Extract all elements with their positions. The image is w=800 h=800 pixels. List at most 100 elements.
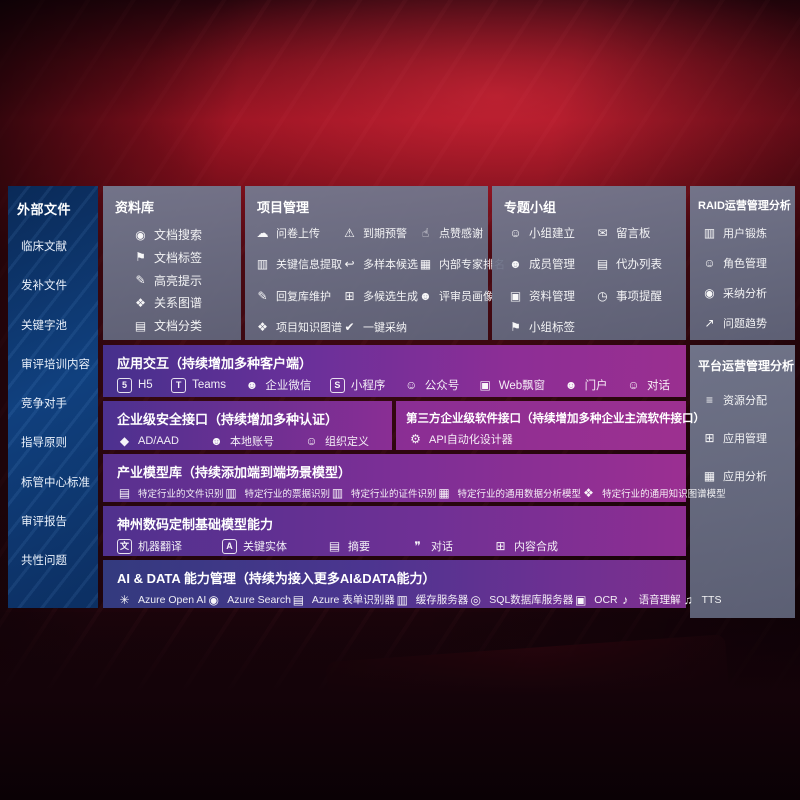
- feature-item[interactable]: ⚑ 文档标签: [133, 249, 235, 266]
- feature-item[interactable]: ☁ 问卷上传: [255, 225, 342, 241]
- feature-item[interactable]: ▣ 资料管理: [508, 288, 595, 304]
- highlight-icon: ✎: [135, 273, 146, 287]
- feature-item[interactable]: ☻ 门户: [564, 377, 608, 393]
- feature-label: 特定行业的票据识别: [244, 489, 331, 500]
- feature-label: 问卷上传: [276, 228, 320, 240]
- feature-item[interactable]: ❖ 关系图谱: [133, 294, 235, 311]
- feature-item[interactable]: ⊞ 应用管理: [702, 430, 793, 446]
- user-card-icon: ▥: [703, 226, 716, 240]
- feature-item[interactable]: ◆ AD/AAD: [117, 435, 179, 447]
- feature-item[interactable]: ☺ 组织定义: [304, 433, 369, 449]
- feature-item[interactable]: ◉ 文档搜索: [133, 226, 235, 243]
- feature-item[interactable]: T Teams: [171, 377, 226, 393]
- feature-item[interactable]: ☺ 角色管理: [702, 255, 793, 271]
- feature-item[interactable]: ▤ 文档分类: [133, 317, 235, 334]
- feature-item[interactable]: ⚑ 小组标签: [508, 319, 595, 335]
- topic-groups-title: 专题小组: [504, 200, 557, 215]
- graph-model-icon: ❖: [583, 486, 594, 500]
- feature-item[interactable]: ▣ Web飘窗: [478, 377, 546, 393]
- feature-label: 角色管理: [723, 258, 767, 270]
- feature-item[interactable]: ☻ 成员管理: [508, 256, 595, 272]
- thirdparty-software-list: ⚙ API自动化设计器: [396, 426, 686, 447]
- feature-item[interactable]: ♪ 语音理解: [618, 592, 681, 607]
- feature-item[interactable]: ❖ 特定行业的通用知识图谱模型: [581, 486, 725, 500]
- feature-label: 资源分配: [723, 395, 767, 407]
- feature-item[interactable]: ⚙ API自动化设计器: [408, 431, 513, 447]
- feature-item[interactable]: ▦ 内部专家排名: [418, 256, 505, 272]
- feature-label: 多候选生成: [363, 290, 418, 303]
- feature-item[interactable]: ❖ 项目知识图谱: [255, 319, 342, 335]
- feature-item[interactable]: ♫ TTS: [681, 594, 722, 606]
- feature-item[interactable]: ✔ 一键采纳: [342, 319, 418, 335]
- relation-graph-icon: ❖: [135, 295, 146, 310]
- feature-item[interactable]: ⊞ 内容合成: [493, 538, 558, 554]
- feature-item[interactable]: ✳ Azure Open AI: [117, 594, 206, 606]
- feature-label: 企业微信: [265, 380, 312, 392]
- feature-item[interactable]: ▤ 摘要: [327, 538, 370, 554]
- feature-item[interactable]: S 小程序: [329, 377, 385, 393]
- feature-item[interactable]: ▤ Azure 表单识别器: [291, 592, 395, 607]
- feature-item[interactable]: ▥ 缓存服务器: [395, 592, 469, 607]
- summary-icon: ▤: [328, 539, 341, 553]
- feature-item[interactable]: ▥ 关键信息提取: [255, 256, 342, 272]
- feature-item[interactable]: ❞ 对话: [410, 538, 453, 554]
- multi-generate-icon: ⊞: [344, 288, 355, 303]
- feature-item[interactable]: ▦ 特定行业的通用数据分析模型: [437, 486, 581, 500]
- feature-item[interactable]: ▤ 代办列表: [595, 256, 682, 272]
- sidebar-item[interactable]: 标管中心标准: [21, 476, 90, 489]
- feature-item[interactable]: ☺ 对话: [626, 377, 670, 393]
- feature-label: 文档搜索: [154, 228, 203, 242]
- feature-item[interactable]: 文机器翻译: [117, 538, 182, 554]
- feature-item[interactable]: ☻ 本地账号: [209, 433, 274, 449]
- adoption-analysis-icon: ◉: [704, 286, 715, 300]
- thumbs-up-icon: ☝: [421, 226, 430, 240]
- feature-item[interactable]: ▣ OCR: [573, 594, 618, 606]
- feature-item[interactable]: ▤ 特定行业的文件识别: [117, 486, 224, 500]
- feature-item[interactable]: ☝ 点赞感谢: [418, 225, 505, 241]
- feature-item[interactable]: ◷ 事项提醒: [595, 288, 682, 304]
- feature-item[interactable]: ✎ 回复库维护: [255, 288, 342, 304]
- feature-label: 关键实体: [243, 541, 287, 553]
- expert-ranking-icon: ▦: [419, 257, 432, 272]
- feature-item[interactable]: ✎ 高亮提示: [133, 272, 235, 289]
- thirdparty-software-row: 第三方企业级软件接口（持续增加多种企业主流软件接口） ⚙ API自动化设计器: [396, 401, 705, 450]
- feature-label: 文档标签: [154, 250, 203, 265]
- sidebar-item[interactable]: 关键字池: [21, 319, 67, 332]
- feature-item[interactable]: ▥ 特定行业的票据识别: [224, 486, 331, 500]
- feature-item[interactable]: ▥ 特定行业的证件识别: [330, 486, 437, 500]
- portal-icon: ☻: [564, 378, 578, 392]
- feature-item[interactable]: ◉ 采纳分析: [702, 285, 793, 301]
- feature-item[interactable]: A 关键实体: [222, 538, 287, 554]
- feature-label: 组织定义: [324, 436, 369, 448]
- feature-item[interactable]: ⚠ 到期预警: [342, 225, 418, 241]
- feature-item[interactable]: 5 H5: [117, 377, 153, 393]
- sidebar-item[interactable]: 竞争对手: [21, 398, 67, 410]
- sidebar-item[interactable]: 审评报告: [21, 515, 67, 528]
- raid-operations-list: ▥ 用户锻炼 ☺ 角色管理 ◉ 采纳分析 ↗ 问题趋势: [690, 213, 795, 331]
- sidebar-item[interactable]: 指导原则: [21, 437, 67, 450]
- project-management-title: 项目管理: [257, 200, 310, 215]
- sidebar-item[interactable]: 审评培训内容: [21, 358, 90, 371]
- feature-item[interactable]: ☻ 评审员画像: [418, 288, 505, 304]
- tts-icon: ♫: [683, 592, 693, 607]
- feature-item[interactable]: ☻ 企业微信: [244, 377, 312, 393]
- feature-item[interactable]: ↗ 问题趋势: [702, 315, 793, 331]
- feature-item[interactable]: ≡ 资源分配: [702, 392, 793, 408]
- feature-item[interactable]: ▦ 应用分析: [702, 468, 793, 484]
- sidebar-item[interactable]: 共性问题: [21, 555, 67, 567]
- feature-item[interactable]: ↩ 多样本候选: [342, 256, 418, 272]
- feature-item[interactable]: ⊞ 多候选生成: [342, 288, 418, 304]
- feature-item[interactable]: ◎ SQL数据库服务器: [468, 592, 574, 607]
- feature-item[interactable]: ✉ 留言板: [595, 225, 682, 241]
- feature-item[interactable]: ◉ Azure Search: [206, 594, 291, 606]
- feature-item[interactable]: ▥ 用户锻炼: [702, 225, 793, 241]
- feature-item[interactable]: ☺ 公众号: [404, 377, 459, 393]
- sidebar-item[interactable]: 发补文件: [21, 280, 67, 293]
- feature-label: H5: [138, 379, 153, 391]
- sidebar-item[interactable]: 临床文献: [21, 241, 67, 253]
- feature-item[interactable]: ☺ 小组建立: [508, 225, 595, 241]
- upload-icon: ☁: [256, 226, 269, 240]
- topic-groups-panel: 专题小组 ☺ 小组建立 ✉ 留言板 ☻ 成员管理 ▤ 代办列表 ▣ 资料管理 ◷ 事项提醒 ⚑ 小组标签: [492, 186, 686, 340]
- dialog-icon: ☺: [627, 378, 640, 392]
- app-interaction-title: 应用交互（持续增加多种客户端）: [117, 356, 313, 371]
